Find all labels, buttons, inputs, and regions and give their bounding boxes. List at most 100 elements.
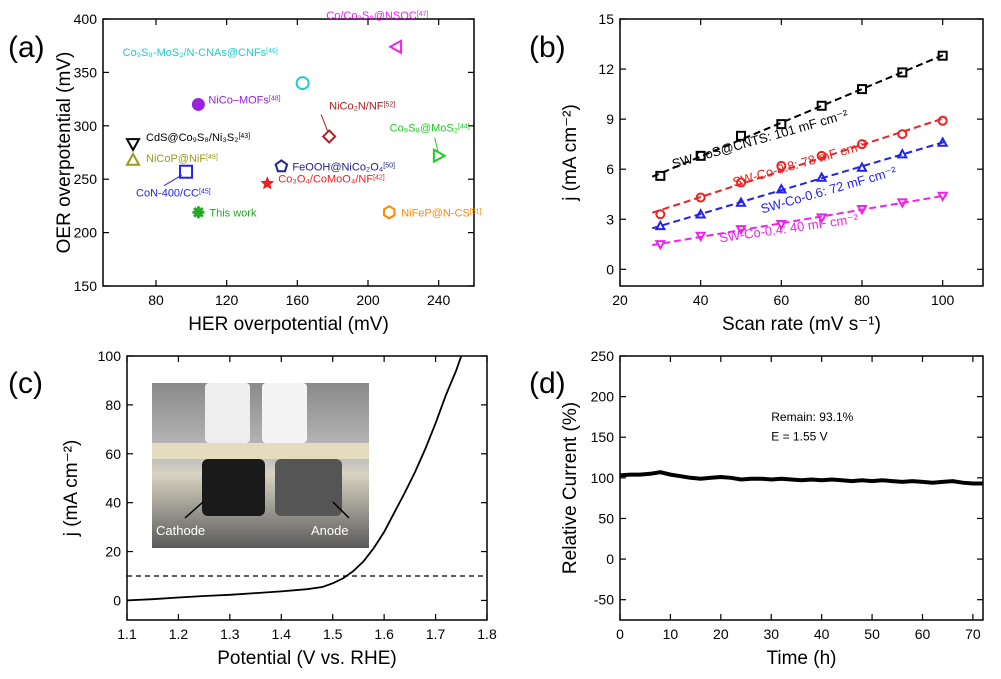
- data-point: [776, 119, 787, 130]
- y-tick-label: 100: [98, 348, 122, 364]
- point-ref: [49]: [206, 153, 218, 160]
- data-point: [857, 139, 867, 150]
- data-point: [776, 160, 787, 171]
- data-point: [695, 150, 706, 161]
- x-tick-label: 60: [915, 626, 931, 642]
- data-point: [896, 148, 909, 159]
- data-point: [936, 136, 949, 147]
- data-point: [736, 130, 746, 141]
- y-tick-label: 100: [591, 470, 615, 486]
- x-tick-label: 80: [148, 292, 164, 308]
- plot-frame-a: [102, 18, 475, 287]
- x-tick-label: 40: [693, 292, 709, 308]
- point-ref: [46]: [266, 48, 278, 55]
- point-label: NiCo–MOFs[48]: [208, 94, 280, 106]
- panel-label-b: (b): [529, 31, 566, 64]
- y-tick-label: 60: [105, 446, 121, 462]
- y-tick-label: 200: [591, 389, 615, 405]
- point-ref: [44]: [458, 123, 470, 130]
- electrode-clip-left: [205, 383, 250, 443]
- point-ref: [43]: [238, 132, 250, 139]
- data-point: [775, 220, 788, 231]
- plot-frame-b: [619, 18, 984, 287]
- data-point: [432, 148, 447, 164]
- leader-line: [320, 114, 328, 132]
- y-tick-label: 200: [74, 225, 98, 241]
- x-tick-label: 70: [965, 626, 981, 642]
- x-tick-label: 60: [774, 292, 790, 308]
- data-point: [937, 115, 948, 126]
- data-point: [936, 191, 949, 202]
- x-tick-label: 160: [286, 292, 310, 308]
- panel-label-d: (d): [529, 367, 566, 400]
- cathode-label: Cathode: [156, 523, 205, 538]
- y-tick-label: 40: [105, 495, 121, 511]
- y-tick-label: 150: [74, 278, 98, 294]
- data-point: [274, 159, 289, 173]
- y-tick-label: 300: [74, 118, 98, 134]
- y-axis-label: j (mA cm⁻²): [560, 104, 581, 202]
- y-tick-label: 150: [591, 429, 615, 445]
- x-axis-label: HER overpotential (mV): [188, 314, 389, 335]
- panel-a: (a) 80 120 160 200 240 150 200 250 300 350 400 HER o…: [8, 10, 482, 335]
- x-tick-label: 20: [713, 626, 729, 642]
- stability-curve: [619, 470, 983, 486]
- data-point: [655, 170, 666, 181]
- data-point: [694, 231, 707, 242]
- point-ref: [50]: [383, 162, 395, 169]
- y-tick-label: 15: [598, 11, 614, 27]
- y-tick-label: 250: [591, 348, 615, 364]
- y-axis-label: j (mA cm⁻²): [61, 440, 82, 538]
- panel-label-c: (c): [8, 367, 43, 400]
- data-point: [192, 206, 205, 219]
- point-ref: [45]: [199, 188, 211, 195]
- y-tick-label: 0: [606, 261, 614, 277]
- data-point: [694, 208, 707, 219]
- y-tick-label: 0: [606, 551, 614, 567]
- point-label: Co₉S₈@MoS₂[44]: [390, 123, 470, 135]
- y-tick-label: -50: [594, 592, 614, 608]
- point-label: CoN-400/CC[45]: [136, 188, 211, 200]
- point-label: NiCoP@NiF[49]: [146, 153, 218, 165]
- x-tick-label: 40: [814, 626, 830, 642]
- fit-line: [651, 140, 947, 230]
- data-point: [736, 177, 746, 188]
- leader-line: [163, 174, 182, 187]
- data-point: [655, 209, 666, 220]
- series-label: SW-Co-0.4: 40 mF cm⁻²: [718, 211, 860, 245]
- x-tick-label: 200: [356, 292, 380, 308]
- x-tick-label: 20: [612, 292, 628, 308]
- data-point: [816, 150, 827, 161]
- data-point: [937, 50, 948, 61]
- x-tick-label: 1.1: [117, 626, 137, 642]
- point-label: This work: [209, 207, 257, 219]
- data-point: [896, 198, 909, 209]
- data-point: [735, 225, 747, 236]
- point-label: FeOOH@NiCo₂O₄[50]: [292, 161, 395, 173]
- x-tick-label: 1.7: [426, 626, 446, 642]
- x-tick-label: 240: [427, 292, 451, 308]
- y-tick-label: 6: [606, 161, 614, 177]
- x-axis-label: Scan rate (mV s⁻¹): [722, 314, 881, 335]
- data-point: [179, 164, 194, 179]
- data-point: [654, 240, 667, 251]
- data-point: [383, 205, 396, 220]
- y-tick-label: 250: [74, 171, 98, 187]
- panel-c: (c) 1.1 1.2 1.3 1.4 1.5 1.6 1.7 1.8 0 20 40 60 80 100 P…: [8, 348, 497, 669]
- data-point: [388, 39, 403, 55]
- data-point: [856, 205, 868, 216]
- annotation-potential: E = 1.55 V: [771, 429, 827, 443]
- polarization-curve: [126, 355, 463, 602]
- y-tick-label: 12: [598, 61, 614, 77]
- beaker-rim: [152, 443, 369, 459]
- data-point: [260, 176, 275, 190]
- y-tick-label: 3: [606, 211, 614, 227]
- data-point: [815, 213, 828, 224]
- point-label: Co/Co₃S₈@NSOC[47]: [326, 10, 428, 22]
- point-ref: [51]: [470, 208, 482, 215]
- anode-electrode: [275, 459, 342, 516]
- data-point: [897, 67, 908, 78]
- data-point: [735, 196, 747, 207]
- panel-b: (b) 20 40 60 80 100 0 3 6 9 12 15 Scan rate (mV s⁻¹)…: [529, 11, 984, 335]
